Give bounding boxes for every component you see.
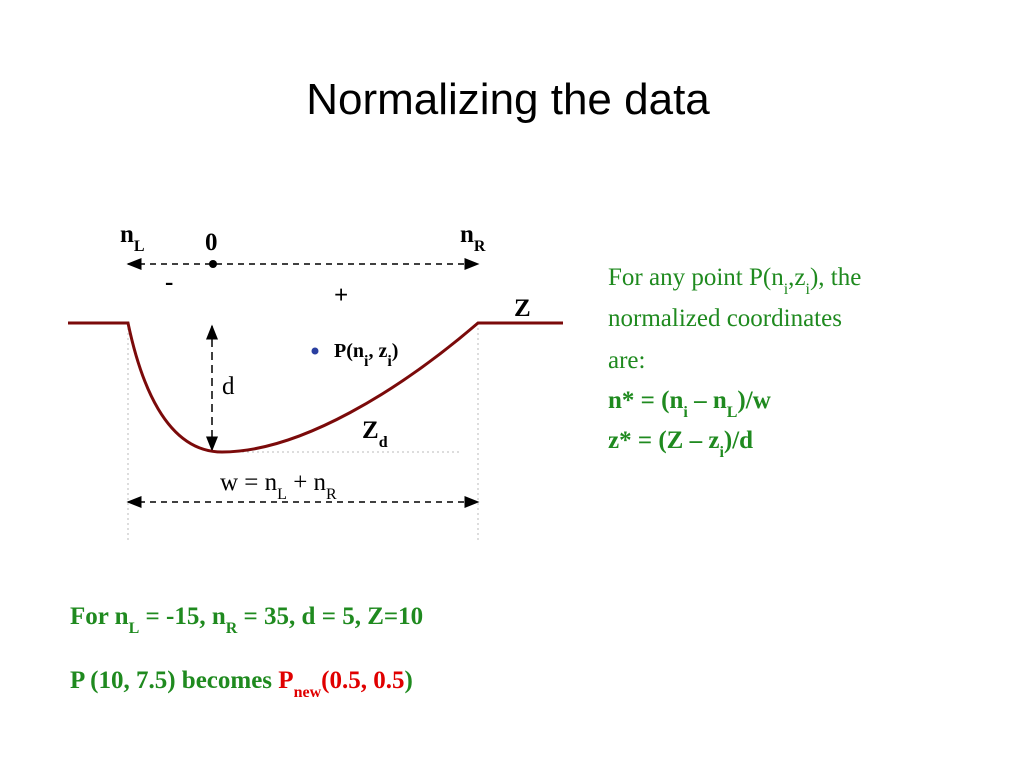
text: n bbox=[460, 221, 474, 248]
label: P(ni, zi) bbox=[334, 340, 398, 370]
text: P bbox=[278, 667, 293, 694]
subscript: i bbox=[806, 281, 811, 298]
label: Z bbox=[514, 295, 531, 322]
label: d bbox=[222, 373, 235, 400]
text: ) bbox=[392, 340, 399, 362]
label: w = nL + nR bbox=[220, 469, 337, 503]
text: P(n bbox=[334, 340, 364, 362]
text: w = n bbox=[220, 469, 278, 496]
subscript: new bbox=[294, 684, 322, 701]
text: P (10, 7.5) becomes bbox=[70, 667, 278, 694]
label: + bbox=[334, 282, 348, 309]
label: - bbox=[165, 269, 173, 296]
text-line: z* = (Z – zi)/d bbox=[608, 427, 753, 461]
subscript: R bbox=[226, 620, 238, 637]
subscript: R bbox=[326, 486, 337, 503]
subscript: i bbox=[364, 353, 369, 370]
origin-dot bbox=[209, 260, 217, 268]
text: Z bbox=[362, 417, 379, 444]
subscript: L bbox=[277, 486, 287, 503]
subscript: i bbox=[719, 444, 724, 461]
text: )/d bbox=[724, 427, 753, 454]
subscript: R bbox=[474, 238, 486, 255]
text: ), the bbox=[810, 264, 861, 291]
text: z* = (Z – z bbox=[608, 427, 719, 454]
subscript: i bbox=[387, 353, 392, 370]
subscript: L bbox=[727, 404, 738, 421]
subscript: L bbox=[129, 620, 140, 637]
text: – n bbox=[688, 387, 727, 414]
text-line: For any point P(ni,zi), the bbox=[608, 264, 861, 298]
text: For any point P(n bbox=[608, 264, 784, 291]
text-line: are: bbox=[608, 347, 645, 374]
example: For nL = -15, nR = 35, d = 5, Z=10 P (10… bbox=[70, 603, 423, 701]
subscript: i bbox=[784, 281, 789, 298]
text: ) bbox=[404, 667, 412, 694]
text: , z bbox=[368, 340, 387, 362]
text: ,z bbox=[788, 264, 805, 291]
text: n bbox=[120, 221, 134, 248]
subscript: i bbox=[683, 404, 688, 421]
text: + n bbox=[287, 469, 327, 496]
subscript: d bbox=[379, 434, 388, 451]
label: nR bbox=[460, 221, 486, 255]
subscript: L bbox=[134, 238, 145, 255]
text-line: normalized coordinates bbox=[608, 305, 842, 332]
slide-title: Normalizing the data bbox=[306, 75, 710, 124]
description: For any point P(ni,zi), the normalized c… bbox=[608, 264, 861, 461]
text: = 35, d = 5, Z=10 bbox=[237, 603, 423, 630]
bullet bbox=[311, 347, 319, 355]
text-line: n* = (ni – nL)/w bbox=[608, 387, 771, 421]
text-line: P (10, 7.5) becomes Pnew(0.5, 0.5) bbox=[70, 667, 413, 701]
label: nL bbox=[120, 221, 145, 255]
text: For n bbox=[70, 603, 129, 630]
diagram: nL 0 nR - + Z P(ni, zi) d Zd w = nL + nR bbox=[68, 221, 563, 540]
label: 0 bbox=[205, 229, 218, 256]
text: = -15, n bbox=[139, 603, 226, 630]
text: (0.5, 0.5 bbox=[321, 667, 404, 694]
label: Zd bbox=[362, 417, 388, 451]
text-line: For nL = -15, nR = 35, d = 5, Z=10 bbox=[70, 603, 423, 637]
text: )/w bbox=[737, 387, 770, 414]
channel-profile bbox=[68, 321, 563, 454]
text: n* = (n bbox=[608, 387, 683, 414]
